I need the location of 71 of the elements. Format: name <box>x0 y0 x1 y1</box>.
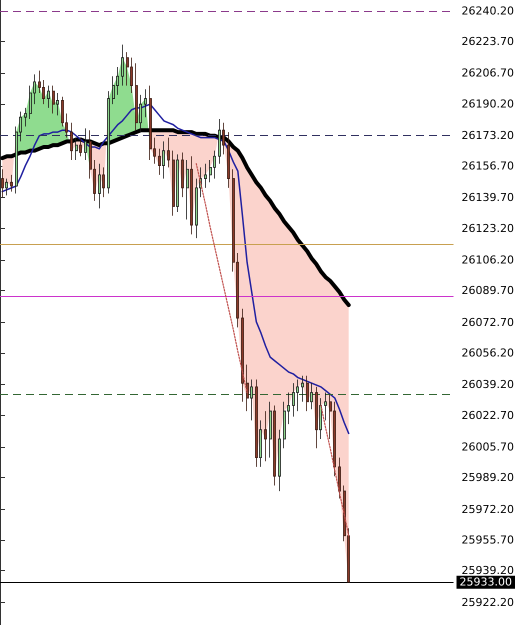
candlestick <box>301 375 304 402</box>
candlestick <box>186 160 189 220</box>
candlestick <box>84 128 87 160</box>
candlestick <box>144 88 147 118</box>
candlestick <box>1 168 4 198</box>
candlestick <box>278 429 281 492</box>
candlestick <box>24 107 27 127</box>
candlestick <box>135 62 138 131</box>
candlestick <box>213 150 216 179</box>
y-tick-label: 26106.20 <box>462 254 514 267</box>
candlestick <box>158 148 161 176</box>
candlestick <box>176 154 179 212</box>
y-tick-label: 26056.20 <box>462 346 514 360</box>
candlestick <box>79 137 82 157</box>
candlestick <box>181 152 184 198</box>
candlestick <box>190 156 193 235</box>
y-tick-label: 26089.70 <box>462 284 514 298</box>
y-tick-label: 26206.70 <box>462 66 514 80</box>
y-tick-label: 26072.70 <box>462 316 514 329</box>
y-tick-label: 26240.20 <box>462 4 514 18</box>
y-tick-label: 26173.20 <box>462 128 514 142</box>
candlestick <box>139 94 142 132</box>
candlestick <box>338 457 341 499</box>
candlestick <box>52 85 55 114</box>
candlestick <box>167 137 170 168</box>
line-series <box>196 163 248 394</box>
candlestick <box>250 379 253 421</box>
candlestick <box>241 308 244 402</box>
candlestick <box>319 398 322 440</box>
candlestick <box>218 118 221 164</box>
candlestick <box>246 364 249 412</box>
candlestick <box>292 382 295 418</box>
candlestick <box>222 122 225 155</box>
candlestick <box>5 178 8 196</box>
y-tick-label: 25989.20 <box>462 471 514 484</box>
y-tick-label: 25922.20 <box>462 596 514 609</box>
candlestick <box>162 140 165 179</box>
y-tick-label: 25939.20 <box>462 564 514 578</box>
candlestick <box>47 85 50 108</box>
y-tick-label: 25972.20 <box>462 502 514 516</box>
line-series <box>2 103 350 434</box>
candlestick <box>306 375 309 412</box>
candlestick <box>204 163 207 188</box>
candlestick <box>324 392 327 421</box>
y-tick-label: 26039.20 <box>462 378 514 392</box>
y-tick-label: 26005.70 <box>462 440 514 454</box>
y-tick-label: 26156.70 <box>462 160 514 173</box>
candlestick <box>172 150 175 216</box>
candlestick <box>102 167 105 198</box>
candlestick <box>75 137 78 160</box>
ref-line-label: 25933.00 <box>460 576 512 589</box>
candlestick <box>259 420 262 468</box>
candlestick <box>70 122 73 160</box>
y-tick-label: 25955.70 <box>462 533 514 546</box>
candlestick <box>255 379 258 468</box>
candlestick <box>10 174 13 192</box>
candlestick <box>269 401 272 458</box>
candlestick <box>310 382 313 410</box>
line-series <box>320 404 350 536</box>
candlestick <box>273 405 276 486</box>
candlestick <box>56 92 59 116</box>
y-tick-label: 26190.20 <box>462 97 514 110</box>
candlestick <box>98 163 101 209</box>
y-tick-label: 26022.70 <box>462 408 514 422</box>
y-tick-label: 26123.20 <box>462 222 514 235</box>
y-tick-label: 26223.70 <box>462 34 514 48</box>
candlestick <box>264 410 267 462</box>
candlestick <box>227 132 230 188</box>
candlestick <box>315 386 318 449</box>
y-tick-label: 26139.70 <box>462 191 514 204</box>
candlestick <box>149 85 152 160</box>
